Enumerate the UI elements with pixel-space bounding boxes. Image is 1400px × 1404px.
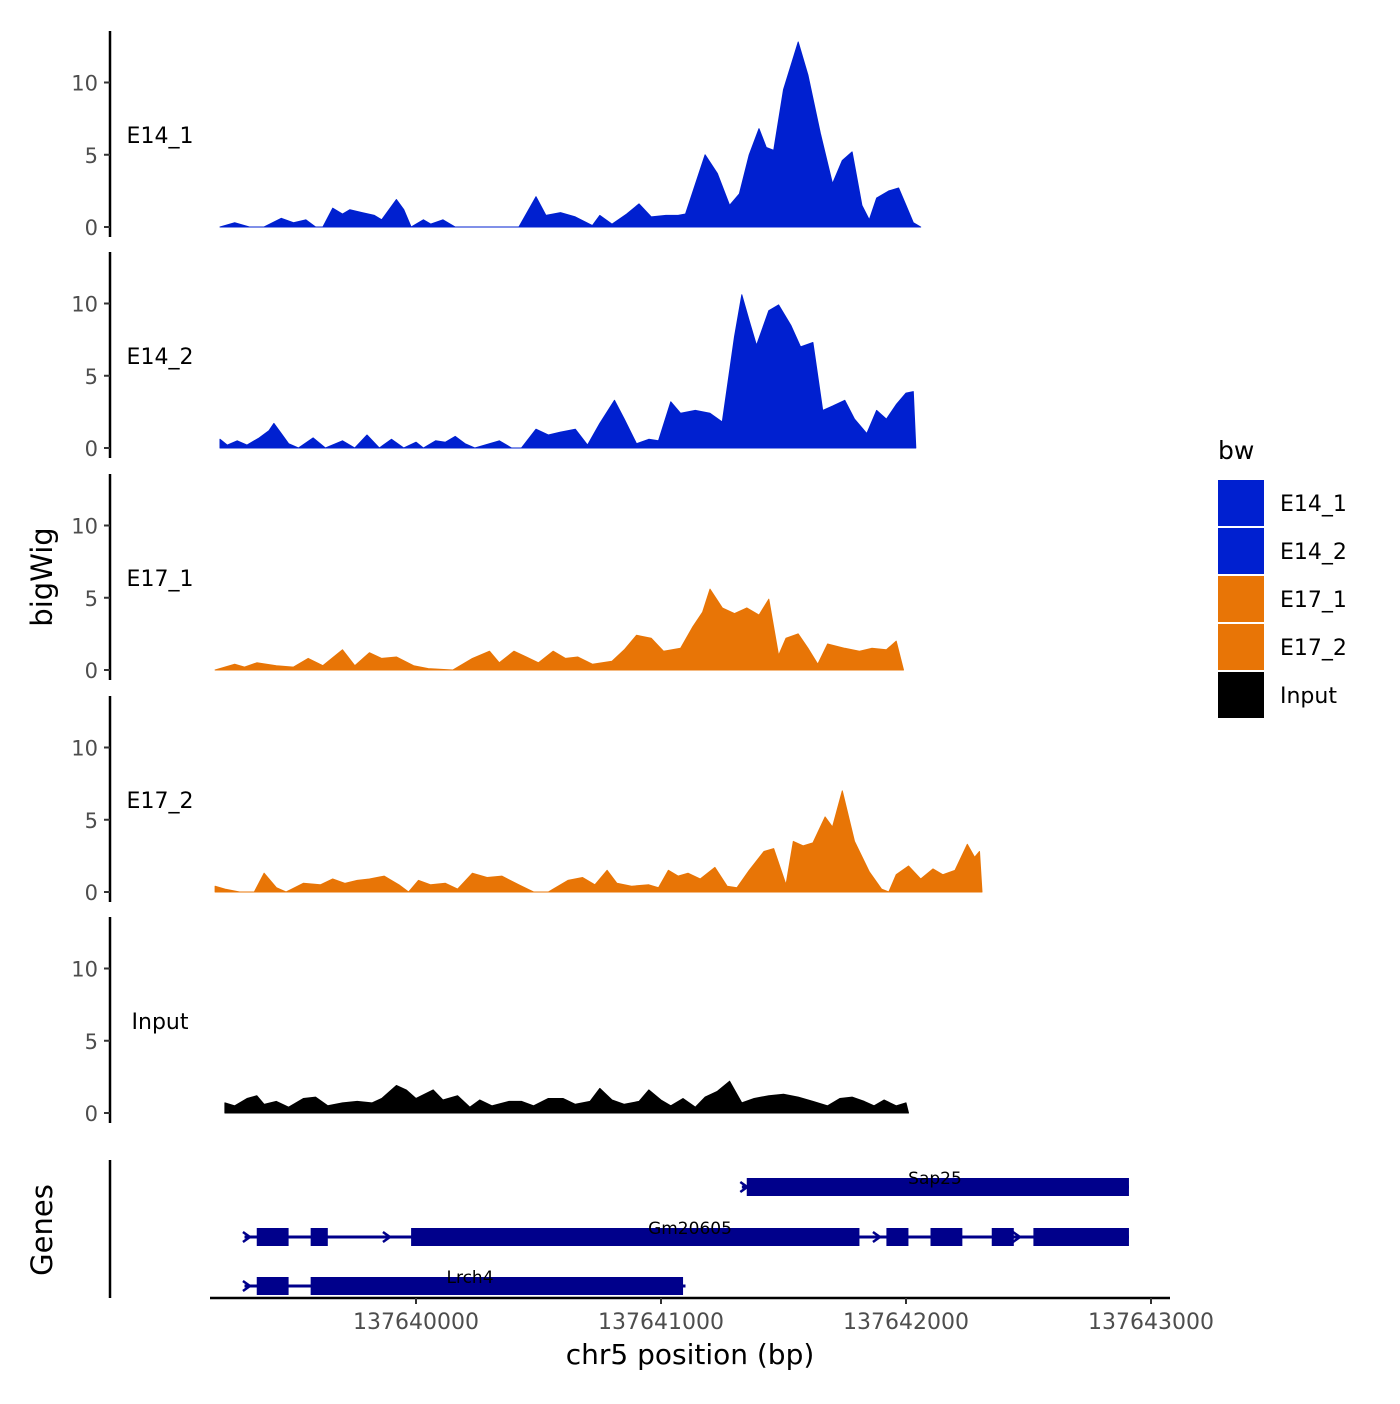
track-E14_2: 0 5 10 E14_2 [71, 252, 917, 461]
track-label: E14_1 [127, 124, 194, 149]
y-tick-label: 5 [85, 809, 98, 833]
y-tick-label: 5 [85, 587, 98, 611]
genes-axis-label: Genes [25, 1184, 59, 1276]
legend: bw E14_1 E14_2 E17_1 E17_2 Input [1218, 436, 1347, 718]
strand-arrow-icon [382, 1230, 393, 1244]
gene-exon [886, 1228, 909, 1246]
y-tick-label: 0 [85, 1102, 98, 1126]
x-tick-label: 137642000 [843, 1310, 969, 1335]
legend-label: E17_1 [1280, 588, 1347, 613]
track-E14_1: 0 5 10 E14_1 [71, 31, 922, 240]
legend-title: bw [1218, 436, 1254, 465]
x-axis: 137640000 137641000 137642000 137643000 [210, 1296, 1214, 1335]
y-tick-label: 10 [71, 72, 98, 96]
gene-Gm20605: Gm20605 [242, 1219, 1129, 1246]
y-axis-label: bigWig [25, 527, 59, 626]
y-tick-label: 10 [71, 737, 98, 761]
gene-Sap25: Sap25 [739, 1169, 1129, 1196]
strand-arrow-icon [242, 1279, 253, 1293]
coverage-area-Input [224, 1080, 909, 1114]
gene-exon [310, 1228, 328, 1246]
gene-label: Gm20605 [648, 1219, 732, 1239]
track-label: E14_2 [127, 345, 194, 370]
y-tick-label: 5 [85, 365, 98, 389]
legend-swatch-E17_1 [1218, 576, 1264, 622]
track-label: E17_1 [127, 567, 194, 592]
gene-exon [256, 1228, 289, 1246]
legend-swatch-E14_1 [1218, 480, 1264, 526]
legend-label: E14_1 [1280, 492, 1347, 517]
y-tick-label: 5 [85, 1030, 98, 1054]
gene-label: Sap25 [908, 1169, 962, 1189]
x-axis-label: chr5 position (bp) [566, 1338, 815, 1371]
strand-arrow-icon [242, 1230, 253, 1244]
legend-swatch-E14_2 [1218, 528, 1264, 574]
track-E17_1: 0 5 10 E17_1 [71, 474, 904, 683]
y-tick-label: 10 [71, 293, 98, 317]
coverage-area-E14_2 [219, 294, 917, 449]
y-tick-label: 10 [71, 515, 98, 539]
y-tick-label: 0 [85, 437, 98, 461]
x-tick-label: 137640000 [353, 1310, 479, 1335]
gene-exon [256, 1277, 289, 1295]
y-tick-label: 10 [71, 958, 98, 982]
track-Input: 0 5 10 Input [71, 917, 909, 1126]
y-tick-label: 0 [85, 659, 98, 683]
gene-exon [991, 1228, 1014, 1246]
gene-exon [746, 1178, 1129, 1196]
y-tick-label: 5 [85, 144, 98, 168]
gene-exon [310, 1277, 684, 1295]
track-label: E17_2 [127, 789, 194, 814]
strand-arrow-icon [872, 1230, 883, 1244]
track-E17_2: 0 5 10 E17_2 [71, 696, 983, 905]
x-tick-label: 137641000 [598, 1310, 724, 1335]
track-label: Input [132, 1010, 189, 1035]
gene-exon [411, 1228, 860, 1246]
gene-label: Lrch4 [446, 1268, 493, 1288]
legend-label: E14_2 [1280, 540, 1347, 565]
legend-label: Input [1280, 684, 1337, 709]
coverage-area-E17_1 [214, 588, 904, 671]
genes-panel: Sap25 Gm20605 Lrch4 [108, 1160, 1129, 1298]
gene-Lrch4: Lrch4 [242, 1268, 686, 1295]
legend-swatch-E17_2 [1218, 624, 1264, 670]
legend-swatch-Input [1218, 672, 1264, 718]
y-tick-label: 0 [85, 216, 98, 240]
coverage-area-E17_2 [214, 790, 983, 893]
legend-label: E17_2 [1280, 636, 1347, 661]
gene-exon [1033, 1228, 1129, 1246]
strand-arrow-icon [1012, 1230, 1023, 1244]
gene-exon [930, 1228, 963, 1246]
y-tick-label: 0 [85, 881, 98, 905]
track-panels: 0 5 10 E14_1 0 5 10 E14_2 0 5 10 E17_1 0 5 10 E17_2 0 5 10… [71, 31, 983, 1126]
coverage-area-E14_1 [219, 41, 922, 228]
x-tick-label: 137643000 [1088, 1310, 1214, 1335]
